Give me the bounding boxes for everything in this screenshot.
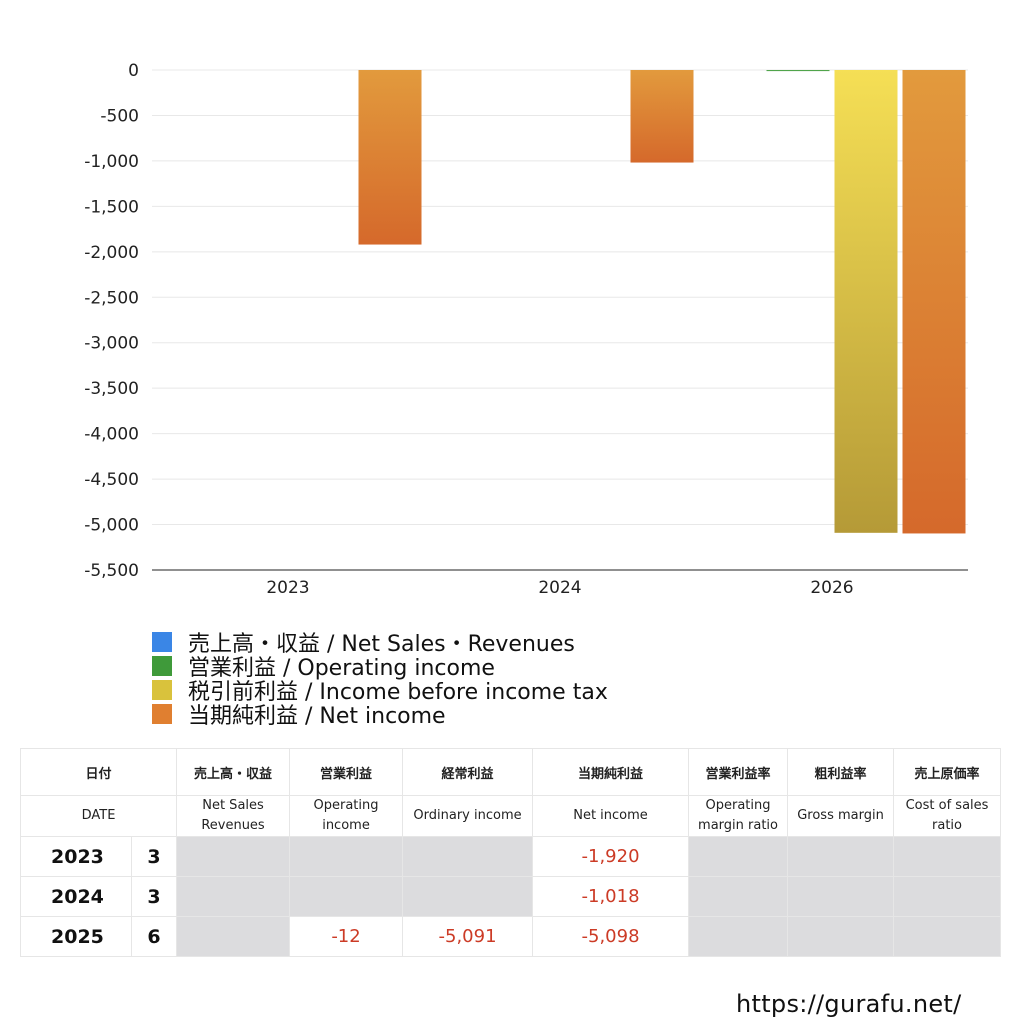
y-tick-label: -4,500 bbox=[84, 470, 139, 490]
table-cell bbox=[787, 836, 895, 877]
chart-legend: 売上高・収益 / Net Sales・Revenues 営業利益 / Operat… bbox=[152, 630, 608, 729]
table-cell bbox=[688, 916, 789, 957]
row-month: 3 bbox=[130, 836, 178, 877]
x-tick-label: 2026 bbox=[810, 578, 853, 598]
header-revenue-en: Net Sales Revenues bbox=[176, 795, 291, 837]
y-tick-label: -4,000 bbox=[84, 425, 139, 445]
table-cell bbox=[176, 876, 291, 917]
table-cell bbox=[787, 876, 895, 917]
bar bbox=[834, 70, 898, 533]
y-tick-label: -1,000 bbox=[84, 152, 139, 172]
legend-label: 税引前利益 / Income before income tax bbox=[188, 680, 608, 705]
x-tick-label: 2023 bbox=[266, 578, 309, 598]
y-tick-label: -2,500 bbox=[84, 288, 139, 308]
table-cell: -12 bbox=[289, 916, 404, 957]
header-date-en: DATE bbox=[19, 795, 178, 837]
table-cell: -5,091 bbox=[402, 916, 534, 957]
legend-swatch bbox=[152, 656, 172, 676]
table-row: 2024 3 -1,018 bbox=[20, 876, 1002, 917]
table-cell: -1,018 bbox=[532, 876, 690, 917]
header-revenue-jp: 売上高・収益 bbox=[176, 748, 291, 796]
header-ordinary-income-en: Ordinary income bbox=[402, 795, 534, 837]
header-operating-margin-jp: 営業利益率 bbox=[688, 748, 789, 796]
row-month: 6 bbox=[130, 916, 178, 957]
header-ordinary-income-jp: 経常利益 bbox=[402, 748, 534, 796]
y-tick-label: -5,000 bbox=[84, 516, 139, 536]
row-year: 2024 bbox=[20, 876, 132, 917]
table-cell bbox=[176, 836, 291, 877]
y-tick-label: -5,500 bbox=[84, 561, 139, 581]
legend-item: 税引前利益 / Income before income tax bbox=[152, 678, 608, 705]
legend-label: 売上高・収益 / Net Sales・Revenues bbox=[188, 632, 575, 657]
row-year: 2023 bbox=[20, 836, 132, 877]
table-cell bbox=[176, 916, 291, 957]
table-cell bbox=[688, 876, 789, 917]
y-tick-label: 0 bbox=[128, 61, 139, 81]
header-row-en: DATE Net Sales Revenues Operating income O… bbox=[19, 795, 1002, 837]
legend-item: 営業利益 / Operating income bbox=[152, 654, 608, 681]
table-cell bbox=[893, 876, 1002, 917]
header-operating-income-jp: 営業利益 bbox=[289, 748, 404, 796]
header-cost-of-sales-jp: 売上原価率 bbox=[893, 748, 1002, 796]
legend-label: 営業利益 / Operating income bbox=[188, 656, 495, 681]
bar-chart: 0 -500 -1,000 -1,500 -2,000 -2,500 -3,000 -3,50… bbox=[84, 61, 968, 598]
header-row-jp: 日付 売上高・収益 営業利益 経常利益 当期純利益 営業利益率 粗利益率 売上原… bbox=[19, 748, 1002, 796]
row-month: 3 bbox=[130, 876, 178, 917]
table-cell bbox=[688, 836, 789, 877]
legend-item: 当期純利益 / Net income bbox=[152, 702, 608, 729]
y-tick-label: -3,500 bbox=[84, 379, 139, 399]
header-operating-income-en: Operating income bbox=[289, 795, 404, 837]
header-operating-margin-en: Operating margin ratio bbox=[688, 795, 789, 837]
site-url[interactable]: https://gurafu.net/ bbox=[736, 990, 962, 1018]
header-cost-of-sales-en: Cost of sales ratio bbox=[893, 795, 1002, 837]
bar bbox=[630, 70, 694, 163]
header-gross-margin-en: Gross margin bbox=[787, 795, 895, 837]
table-cell: -5,098 bbox=[532, 916, 690, 957]
table-cell bbox=[289, 876, 404, 917]
y-tick-label: -3,000 bbox=[84, 334, 139, 354]
legend-swatch bbox=[152, 680, 172, 700]
legend-swatch bbox=[152, 704, 172, 724]
header-date-jp: 日付 bbox=[19, 748, 178, 796]
legend-label: 当期純利益 / Net income bbox=[188, 704, 446, 729]
row-year: 2025 bbox=[20, 916, 132, 957]
table-cell bbox=[402, 836, 534, 877]
table-row: 2025 6 -12 -5,091 -5,098 bbox=[20, 916, 1002, 957]
table-cell bbox=[289, 836, 404, 877]
header-net-income-jp: 当期純利益 bbox=[532, 748, 690, 796]
header-net-income-en: Net income bbox=[532, 795, 690, 837]
y-tick-label: -1,500 bbox=[84, 197, 139, 217]
legend-swatch bbox=[152, 632, 172, 652]
y-tick-label: -2,000 bbox=[84, 243, 139, 263]
table-cell bbox=[787, 916, 895, 957]
table-row: 2023 3 -1,920 bbox=[20, 836, 1002, 877]
bar bbox=[358, 70, 422, 245]
financial-table: 日付 売上高・収益 営業利益 経常利益 当期純利益 営業利益率 粗利益率 売上原… bbox=[19, 748, 1002, 957]
table-cell bbox=[893, 916, 1002, 957]
x-tick-label: 2024 bbox=[538, 578, 581, 598]
table-cell bbox=[893, 836, 1002, 877]
table-cell bbox=[402, 876, 534, 917]
header-gross-margin-jp: 粗利益率 bbox=[787, 748, 895, 796]
bar bbox=[902, 70, 966, 534]
legend-item: 売上高・収益 / Net Sales・Revenues bbox=[152, 630, 608, 657]
table-cell: -1,920 bbox=[532, 836, 690, 877]
y-tick-label: -500 bbox=[100, 106, 139, 126]
bar bbox=[766, 70, 830, 72]
